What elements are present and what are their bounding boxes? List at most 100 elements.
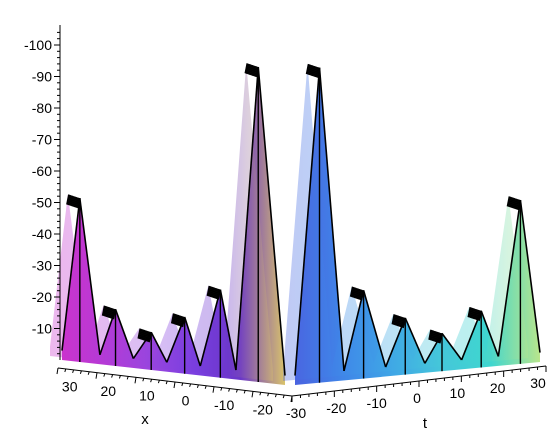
ridge-crest-line [106, 306, 110, 318]
x-tick [142, 378, 145, 382]
ridge-edge [166, 316, 186, 363]
z-tick-label: -90 [32, 69, 52, 85]
x-tick-label: -10 [214, 397, 234, 413]
ridge-crest-line [73, 196, 77, 208]
ridge-edge [257, 66, 286, 376]
ridge-edge [519, 199, 541, 353]
ridge-edge [150, 331, 168, 363]
ridge-crest-line [467, 306, 471, 318]
ridge-crest-line [310, 65, 315, 76]
x-tick [134, 377, 137, 384]
ridge-edge [235, 66, 260, 371]
ridge-edge [61, 198, 81, 351]
ridge-crest-line [138, 328, 142, 339]
x-tick [196, 384, 199, 388]
ridge-crest-line [354, 287, 358, 299]
ridge-crest-line [250, 65, 254, 76]
ridge-crest-line [247, 64, 252, 75]
ridge-crest-line [139, 328, 143, 340]
ridge-crest-line [435, 332, 440, 343]
ridge-crest-line [176, 315, 181, 326]
ridge-crest-line [429, 329, 433, 341]
x-tick [72, 369, 75, 374]
ridge-crest-line [393, 314, 397, 325]
ridge-edge [318, 67, 345, 372]
ridge-crest-line [352, 287, 356, 298]
ridge-crest-line [66, 194, 71, 205]
ridge-crest-line [105, 306, 109, 317]
z-tick-label: -30 [32, 258, 52, 274]
ridge-crest-line [249, 64, 253, 76]
ridge-crest-line [430, 330, 435, 341]
ridge-crest-line [429, 330, 434, 341]
x-tick [87, 371, 90, 375]
ridge-crest-line [253, 66, 258, 77]
ridge-crest-line [179, 316, 183, 327]
ridge-crest-line [104, 306, 108, 317]
x-axis-title: x [141, 411, 149, 428]
ridge-crest-line [394, 314, 398, 326]
ridge-crest-line [176, 314, 180, 326]
x-tick-label: 30 [62, 378, 78, 394]
ridge-edge [114, 309, 135, 359]
x-tick [111, 374, 114, 378]
ridge-edge [404, 317, 426, 364]
ridge-crest-line [103, 306, 107, 317]
ridge-edge [343, 290, 365, 372]
ridge-crest-line [247, 64, 251, 75]
ridge-edge [480, 310, 500, 357]
ridge-crest-line [359, 289, 363, 300]
ridge-edge [132, 331, 152, 359]
ridge-crest-line [75, 197, 79, 208]
x-tick [228, 388, 231, 392]
x-tick [204, 385, 207, 389]
x-tick [282, 394, 285, 399]
ridge-crest-line [475, 309, 479, 320]
ridge-crest-line [206, 285, 210, 296]
ridge-crest-line [66, 194, 70, 205]
ridge-crest-line [395, 315, 399, 326]
ridge-crest-line [356, 288, 360, 300]
ridge-crest-line [305, 63, 309, 75]
x-tick [79, 370, 82, 374]
ridge-crest-line [254, 66, 258, 77]
x-tick [220, 387, 223, 391]
x-tick [103, 373, 106, 377]
ridge-crest-line [102, 305, 106, 316]
ridge-crest-line [315, 67, 319, 78]
t-tick-label: -10 [367, 395, 387, 411]
ridge-crest-line [431, 330, 435, 341]
ridge-crest-line [141, 329, 145, 341]
ridge-layer [61, 63, 541, 383]
ridge-crest-line [358, 289, 362, 300]
ridge-crest-line [101, 305, 105, 316]
t-axis-title: t [423, 415, 428, 432]
ridge-crest-line [310, 65, 314, 76]
ridge-edge [79, 198, 101, 355]
ridge-edge [99, 309, 117, 356]
ridge-crest-line [68, 195, 72, 206]
ridge-crest-line [399, 316, 403, 327]
ridge-crest-line [515, 199, 519, 210]
ridge-crest-line [471, 308, 475, 319]
ridge-crest-line [144, 330, 148, 341]
ridge-crest-line [175, 314, 179, 325]
x-tick [235, 389, 238, 393]
ridge-crest-line [245, 63, 249, 74]
t-tick-label: 10 [450, 385, 466, 401]
ridge-crest-line [508, 196, 512, 208]
ridge-edge [219, 289, 237, 371]
ridge-crest-line [516, 199, 520, 210]
ridge-edge [199, 289, 222, 367]
ridge-crest-line [213, 288, 217, 299]
ridge-crest-line [72, 196, 77, 207]
ridge-crest-line [311, 65, 315, 77]
ridge-crest-line [211, 287, 215, 298]
surface-back-2 [283, 63, 528, 381]
ridge-crest-line [212, 287, 216, 298]
ridge-crest-line [468, 307, 472, 318]
ridge-crest-line [67, 194, 71, 206]
ridge-crest-line [173, 314, 177, 325]
t-tick-label: 30 [530, 375, 546, 391]
t-tick-label: 20 [490, 380, 506, 396]
